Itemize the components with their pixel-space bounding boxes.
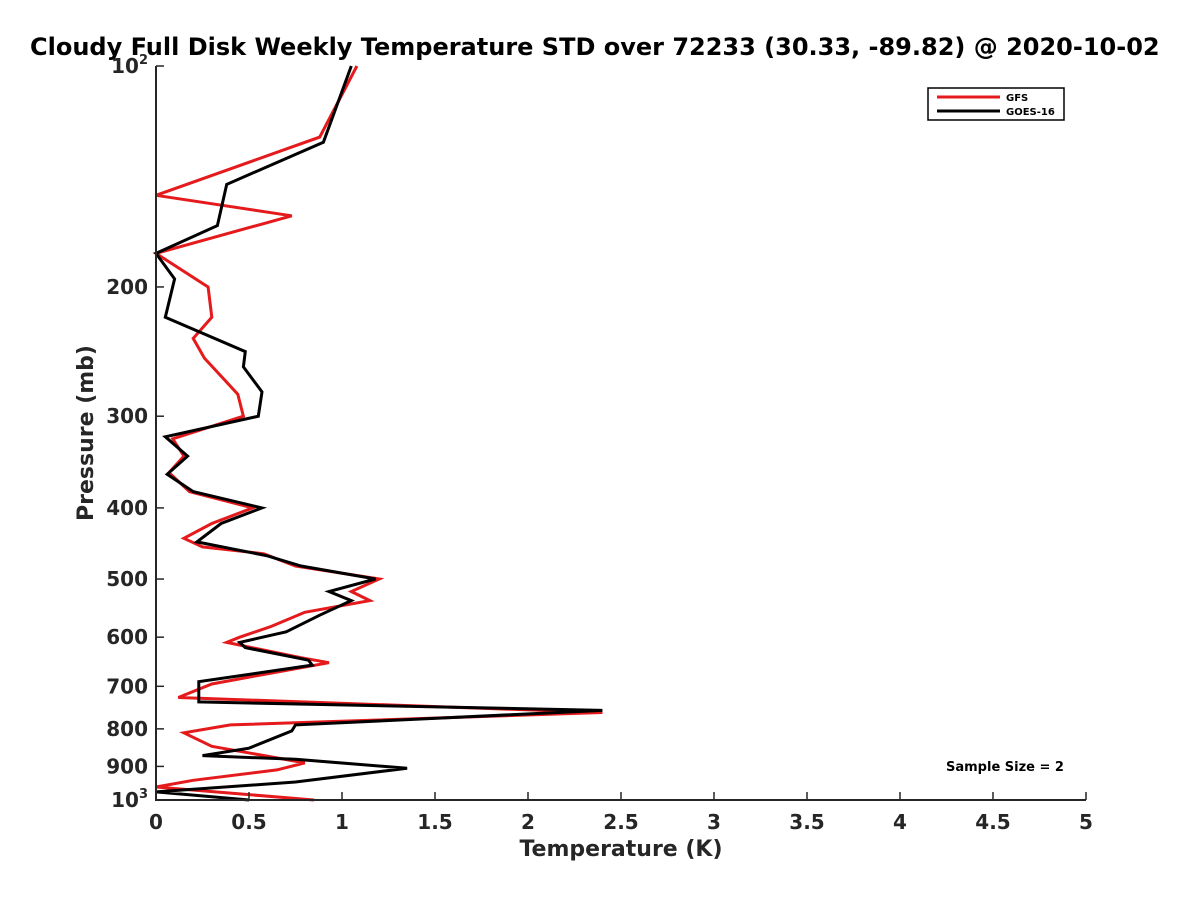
x-tick-label: 0 (149, 810, 163, 834)
x-tick-label: 5 (1079, 810, 1093, 834)
series-line-goes-16 (153, 65, 603, 802)
y-tick-label: 103 (111, 787, 148, 812)
legend-box (927, 87, 1065, 121)
x-tick-label: 2.5 (603, 810, 638, 834)
x-tick-label: 4.5 (975, 810, 1010, 834)
x-tick-label: 3 (707, 810, 721, 834)
y-tick-label: 500 (106, 567, 148, 591)
x-tick-label: 1 (335, 810, 349, 834)
y-tick-label: 400 (106, 496, 148, 520)
y-tick-label: 300 (106, 404, 148, 428)
x-tick-label: 4 (893, 810, 907, 834)
x-ticks: 0 0.5 1 1.5 2 2.5 3 3.5 4 4.5 5 (149, 792, 1093, 834)
legend-label-goes-16: GOES-16 (1006, 107, 1055, 118)
y-axis-label: Pressure (mb) (74, 345, 99, 521)
x-tick-label: 1.5 (417, 810, 452, 834)
y-tick-label: 700 (106, 674, 148, 698)
plot-area: 0 0.5 1 1.5 2 2.5 3 3.5 4 4.5 5 102 200 300 400 500 600… (106, 53, 1093, 834)
y-tick-label: 900 (106, 754, 148, 778)
legend-label-gfs: GFS (1006, 93, 1028, 104)
series-line-gfs (152, 65, 603, 802)
y-tick-label: 600 (106, 625, 148, 649)
x-axis-label: Temperature (K) (519, 837, 722, 862)
x-tick-label: 0.5 (231, 810, 266, 834)
x-tick-label: 2 (521, 810, 535, 834)
chart-title: Cloudy Full Disk Weekly Temperature STD … (30, 33, 1160, 61)
legend: GFS GOES-16 (927, 87, 1065, 121)
y-tick-label: 200 (106, 275, 148, 299)
x-tick-label: 3.5 (789, 810, 824, 834)
y-tick-label: 800 (106, 717, 148, 741)
y-tick-label: 102 (111, 53, 148, 78)
series-layer (152, 65, 603, 802)
y-ticks: 102 200 300 400 500 600 700 800 900 103 (106, 53, 164, 812)
sample-size-annotation: Sample Size = 2 (946, 760, 1064, 775)
